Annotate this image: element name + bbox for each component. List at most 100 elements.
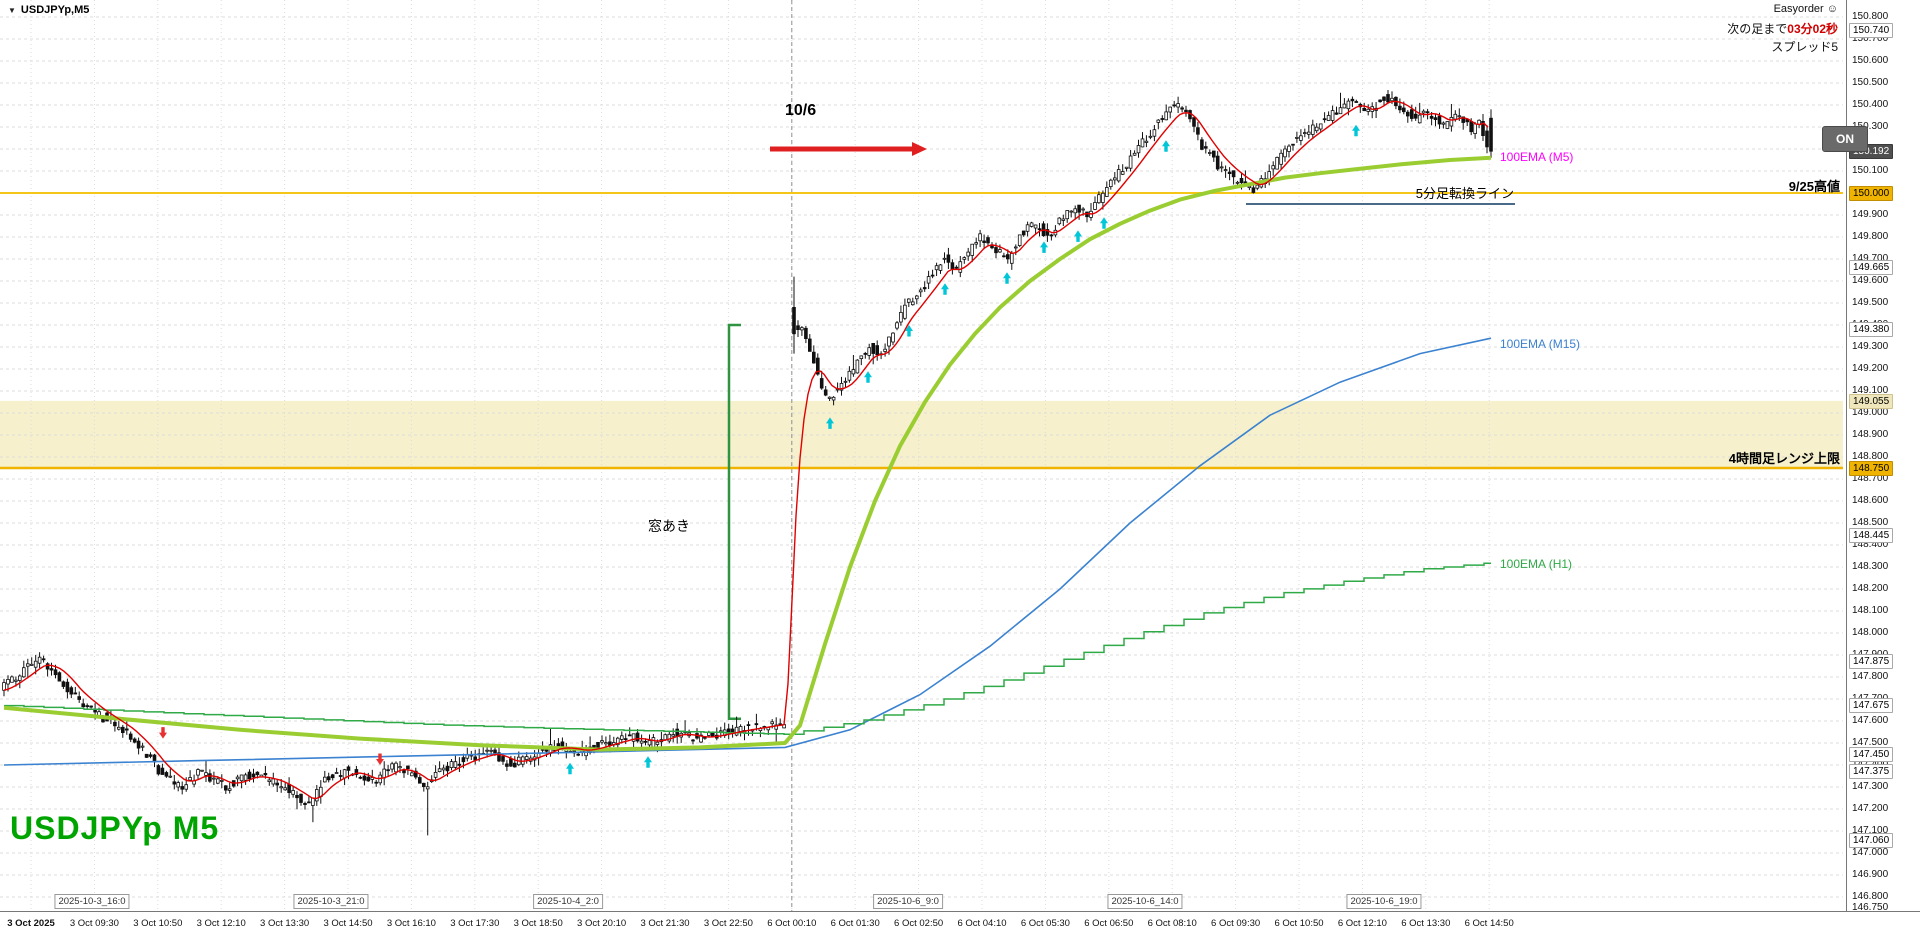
price-level-tag: 149.380: [1849, 322, 1894, 338]
price-tick-label: 150.300: [1852, 121, 1889, 132]
price-tick-label: 147.000: [1852, 847, 1889, 858]
time-tick-label: 3 Oct 16:10: [386, 918, 436, 929]
time-tick-label: 6 Oct 01:30: [830, 918, 880, 929]
time-tick-label: 3 Oct 13:30: [260, 918, 310, 929]
price-level-tag: 148.750: [1849, 461, 1894, 476]
fast-ma-line: [3, 100, 1489, 800]
time-tick-label: 6 Oct 04:10: [957, 918, 1007, 929]
sell-arrows: [159, 727, 384, 765]
price-tick-label: 147.500: [1852, 737, 1889, 748]
price-tick-label: 149.100: [1852, 385, 1889, 396]
price-tick-label: 149.900: [1852, 209, 1889, 220]
time-tick-label: 6 Oct 12:10: [1337, 918, 1387, 929]
price-tick-label: 150.600: [1852, 55, 1889, 66]
price-tick-label: 147.800: [1852, 671, 1889, 682]
time-tick-label: 3 Oct 21:30: [640, 918, 690, 929]
buy-arrows: [566, 124, 1361, 775]
next-bar-countdown: 次の足まで03分02秒: [1727, 20, 1838, 37]
price-level-tag: 147.875: [1849, 653, 1894, 669]
price-tick-label: 148.400: [1852, 539, 1889, 550]
price-level-tag: 147.060: [1849, 832, 1894, 848]
gap-annotation-label: 窓あき: [648, 518, 690, 534]
price-level-tag: 148.445: [1849, 528, 1894, 544]
price-tick-label: 150.700: [1852, 33, 1889, 44]
period-separator-label: 2025-10-3_16:0: [54, 894, 130, 909]
chart-watermark: USDJPYp M5: [10, 810, 220, 846]
date-marker-label: 10/6: [785, 102, 817, 119]
price-tick-label: 146.750: [1852, 902, 1889, 913]
price-tick-label: 149.200: [1852, 363, 1889, 374]
period-separator-label: 2025-10-6_14:0: [1107, 894, 1183, 909]
price-level-tag: 149.665: [1849, 259, 1894, 275]
price-tick-label: 147.100: [1852, 825, 1889, 836]
sep25-high-label: 9/25高値: [1788, 179, 1840, 194]
time-tick-label: 6 Oct 09:30: [1211, 918, 1261, 929]
easyorder-on-button[interactable]: ON: [1822, 126, 1868, 152]
chevron-down-icon[interactable]: ▼: [8, 6, 16, 15]
ema-h1-line: [4, 562, 1491, 735]
horizontal-levels: [0, 192, 1843, 470]
time-tick-label: 3 Oct 2025: [7, 918, 55, 929]
time-tick-label: 6 Oct 05:30: [1020, 918, 1070, 929]
price-tick-label: 148.700: [1852, 473, 1889, 484]
countdown-prefix: 次の足まで: [1727, 22, 1788, 36]
time-tick-label: 6 Oct 00:10: [767, 918, 817, 929]
price-level-tag: 147.375: [1849, 763, 1894, 779]
ema-m5-label: 100EMA (M5): [1500, 150, 1574, 164]
price-tick-label: 148.500: [1852, 517, 1889, 528]
h4-range-upper-label: 4時間足レンジ上限: [1728, 451, 1840, 466]
time-tick-label: 6 Oct 08:10: [1147, 918, 1197, 929]
ema-m5-line: [3, 155, 1492, 752]
price-tick-label: 150.400: [1852, 99, 1889, 110]
countdown-value: 03分02秒: [1787, 22, 1838, 36]
price-tick-label: 147.200: [1852, 803, 1889, 814]
price-level-tag: 147.450: [1849, 747, 1894, 762]
time-tick-label: 3 Oct 09:30: [69, 918, 119, 929]
price-tick-label: 147.300: [1852, 781, 1889, 792]
chart-canvas[interactable]: [0, 0, 1843, 911]
time-tick-label: 3 Oct 18:50: [513, 918, 563, 929]
m5-turn-line-label: 5分足転換ライン: [1415, 186, 1514, 201]
ema-h1-label: 100EMA (H1): [1500, 557, 1573, 571]
price-level-tag: 150.000: [1849, 186, 1894, 201]
ema-m15-label: 100EMA (M15): [1500, 337, 1581, 351]
price-tick-label: 149.500: [1852, 297, 1889, 308]
price-level-tag: 150.740: [1849, 23, 1894, 39]
date-marker-arrow: [770, 142, 927, 156]
time-tick-label: 3 Oct 10:50: [133, 918, 183, 929]
price-tick-label: 150.500: [1852, 77, 1889, 88]
easyorder-brand-label: Easyorder ☺: [1773, 3, 1838, 15]
period-separator-label: 2025-10-6_9:0: [873, 894, 943, 909]
price-tick-label: 148.900: [1852, 429, 1889, 440]
time-tick-label: 6 Oct 02:50: [894, 918, 944, 929]
price-tick-label: 148.100: [1852, 605, 1889, 616]
candles: [2, 94, 1493, 806]
time-tick-label: 3 Oct 12:10: [196, 918, 246, 929]
symbol-selector[interactable]: ▼ USDJPYp,M5: [8, 4, 89, 16]
time-tick-label: 6 Oct 10:50: [1274, 918, 1324, 929]
price-tick-label: 150.800: [1852, 11, 1889, 22]
price-tick-label: 149.300: [1852, 341, 1889, 352]
symbol-name: USDJPYp,M5: [20, 4, 90, 16]
price-level-tag: 149.055: [1849, 393, 1894, 409]
price-tick-label: 149.600: [1852, 275, 1889, 286]
price-tick-label: 150.100: [1852, 165, 1889, 176]
period-separator-label: 2025-10-4_2:0: [533, 894, 603, 909]
time-tick-label: 3 Oct 20:10: [577, 918, 627, 929]
period-separator-label: 2025-10-6_19:0: [1346, 894, 1422, 909]
price-tick-label: 148.600: [1852, 495, 1889, 506]
price-tick-label: 148.000: [1852, 627, 1889, 638]
price-tick-label: 146.900: [1852, 869, 1889, 880]
time-axis[interactable]: 3 Oct 2025 3 Oct 09:30 3 Oct 10:50 3 Oct 12…: [0, 911, 1920, 940]
price-tick-label: 147.600: [1852, 715, 1889, 726]
time-tick-label: 6 Oct 06:50: [1084, 918, 1134, 929]
price-tick-label: 149.700: [1852, 253, 1889, 264]
time-tick-label: 6 Oct 13:30: [1401, 918, 1451, 929]
time-tick-label: 3 Oct 22:50: [703, 918, 753, 929]
price-axis[interactable]: 150.800 150.700 150.600 150.500 150.400 150.3…: [1846, 0, 1920, 913]
gap-bracket: [727, 323, 741, 721]
price-tick-label: 149.800: [1852, 231, 1889, 242]
price-tick-label: 148.300: [1852, 561, 1889, 572]
spread-label: スプレッド5: [1771, 40, 1838, 54]
